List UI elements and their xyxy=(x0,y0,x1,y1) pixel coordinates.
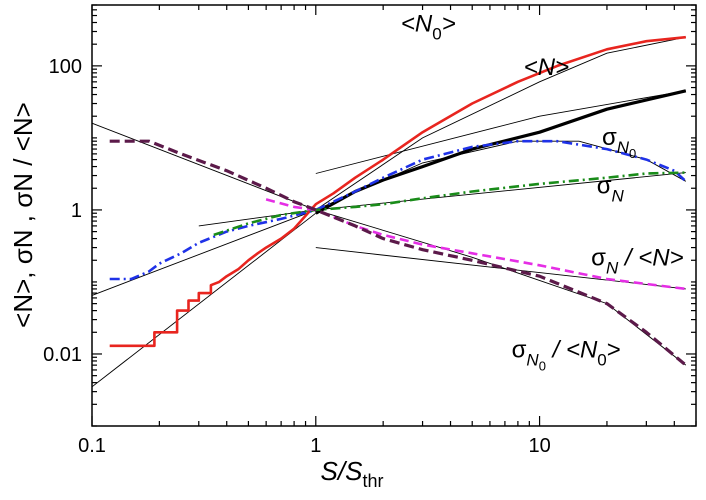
y-tick-label: 100 xyxy=(49,56,82,78)
series-annotations: <N0> <N> σN0 σN σN / <N> σN0 / <N0> xyxy=(401,11,684,374)
x-tick-label: 0.1 xyxy=(78,435,106,457)
x-axis-title-main: S/S xyxy=(321,456,364,486)
series-annotation-2: σN0 xyxy=(602,124,636,161)
series-line-5 xyxy=(109,139,687,367)
series-line-4 xyxy=(265,198,686,291)
plot-frame xyxy=(91,4,697,427)
x-axis-title-sub: thr xyxy=(362,471,383,491)
y-tick-label: 1 xyxy=(71,200,82,222)
tick-labels: 0.1 1 10 0.01 1 100 xyxy=(43,56,551,457)
axis-ticks xyxy=(91,4,697,427)
x-tick-label: 1 xyxy=(310,435,321,457)
fit-N0-rise xyxy=(91,212,317,388)
fit-N0-high xyxy=(315,36,686,211)
series-line-3 xyxy=(213,171,686,237)
series-annotation-5: σN0 / <N0> xyxy=(512,336,621,373)
series-annotation-0: <N0> xyxy=(401,11,456,44)
y-axis-title: <N>, σN , σN / <N> xyxy=(8,102,38,328)
fit-sigmaN0-low xyxy=(91,209,316,296)
data-series xyxy=(109,35,687,367)
fit-ratio-high xyxy=(315,209,687,366)
series-annotation-3: σN xyxy=(597,172,625,205)
fit-lines xyxy=(91,36,687,388)
series-annotation-1: <N> xyxy=(524,54,569,81)
series-line-0 xyxy=(109,35,686,348)
series-line-2 xyxy=(109,139,687,281)
x-axis-title: S/Sthr xyxy=(321,456,384,491)
series-annotation-4: σN / <N> xyxy=(591,244,683,277)
y-tick-label: 0.01 xyxy=(43,344,82,366)
x-tick-label: 10 xyxy=(528,435,550,457)
fit-ratio-low xyxy=(91,122,316,211)
